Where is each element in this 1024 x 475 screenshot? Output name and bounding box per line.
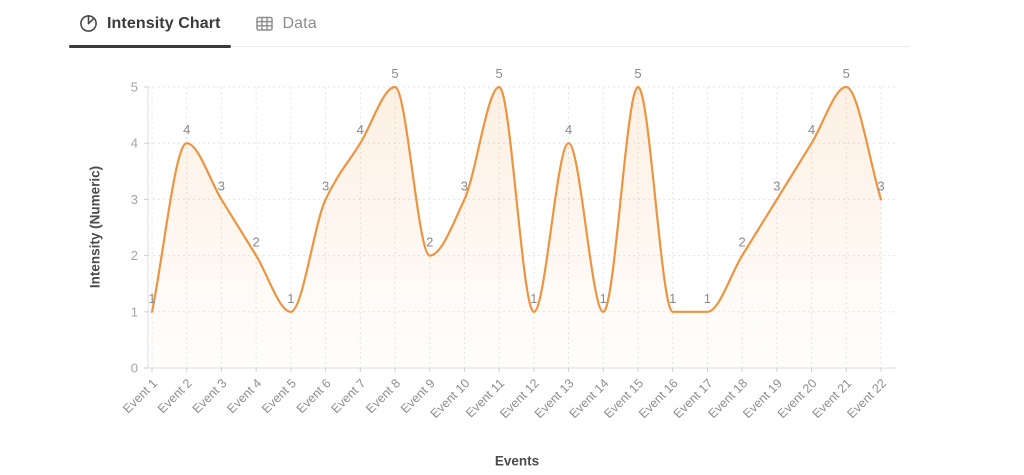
svg-text:3: 3: [877, 178, 884, 193]
svg-text:1: 1: [600, 291, 607, 306]
svg-text:4: 4: [131, 136, 138, 151]
svg-text:Event 6: Event 6: [294, 376, 334, 416]
svg-text:Event 5: Event 5: [259, 376, 299, 416]
svg-text:1: 1: [287, 291, 294, 306]
svg-text:3: 3: [773, 178, 780, 193]
svg-text:Event 3: Event 3: [190, 376, 230, 416]
svg-text:1: 1: [669, 291, 676, 306]
svg-text:1: 1: [131, 304, 138, 319]
svg-text:1: 1: [704, 291, 711, 306]
svg-text:Event 8: Event 8: [363, 376, 403, 416]
svg-text:5: 5: [634, 66, 641, 81]
svg-text:2: 2: [131, 248, 138, 263]
svg-text:0: 0: [131, 361, 138, 376]
svg-text:5: 5: [496, 66, 503, 81]
svg-text:4: 4: [565, 122, 572, 137]
svg-text:4: 4: [183, 122, 190, 137]
tab-bar: Intensity Chart Data: [69, 6, 910, 48]
svg-text:3: 3: [461, 178, 468, 193]
svg-text:4: 4: [357, 122, 364, 137]
svg-text:5: 5: [843, 66, 850, 81]
tab-intensity-chart[interactable]: Intensity Chart: [69, 6, 231, 48]
svg-text:1: 1: [530, 291, 537, 306]
table-icon: [255, 14, 274, 33]
tab-data-label: Data: [282, 14, 317, 32]
svg-text:5: 5: [131, 80, 138, 95]
svg-text:4: 4: [808, 122, 815, 137]
svg-text:2: 2: [426, 235, 433, 250]
pie-chart-icon: [79, 14, 98, 33]
x-axis-title: Events: [494, 453, 540, 469]
y-axis-title: Intensity (Numeric): [87, 165, 103, 289]
svg-text:1: 1: [148, 291, 155, 306]
tab-data[interactable]: Data: [245, 6, 327, 46]
svg-text:2: 2: [739, 235, 746, 250]
svg-text:3: 3: [322, 178, 329, 193]
svg-text:Event 4: Event 4: [224, 376, 264, 416]
svg-text:Event 1: Event 1: [120, 376, 160, 416]
svg-text:2: 2: [253, 235, 260, 250]
svg-text:Event 7: Event 7: [329, 376, 369, 416]
svg-text:5: 5: [391, 66, 398, 81]
svg-text:3: 3: [218, 178, 225, 193]
tab-intensity-chart-label: Intensity Chart: [107, 14, 221, 32]
svg-text:Event 2: Event 2: [155, 376, 195, 416]
svg-text:3: 3: [131, 192, 138, 207]
